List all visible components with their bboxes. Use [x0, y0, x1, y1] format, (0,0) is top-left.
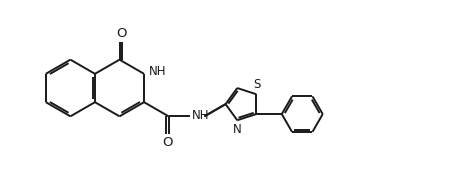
- Text: NH: NH: [192, 109, 209, 122]
- Text: O: O: [163, 136, 173, 149]
- Text: O: O: [116, 27, 127, 40]
- Text: N: N: [233, 123, 242, 136]
- Text: NH: NH: [149, 65, 166, 78]
- Text: S: S: [253, 78, 260, 91]
